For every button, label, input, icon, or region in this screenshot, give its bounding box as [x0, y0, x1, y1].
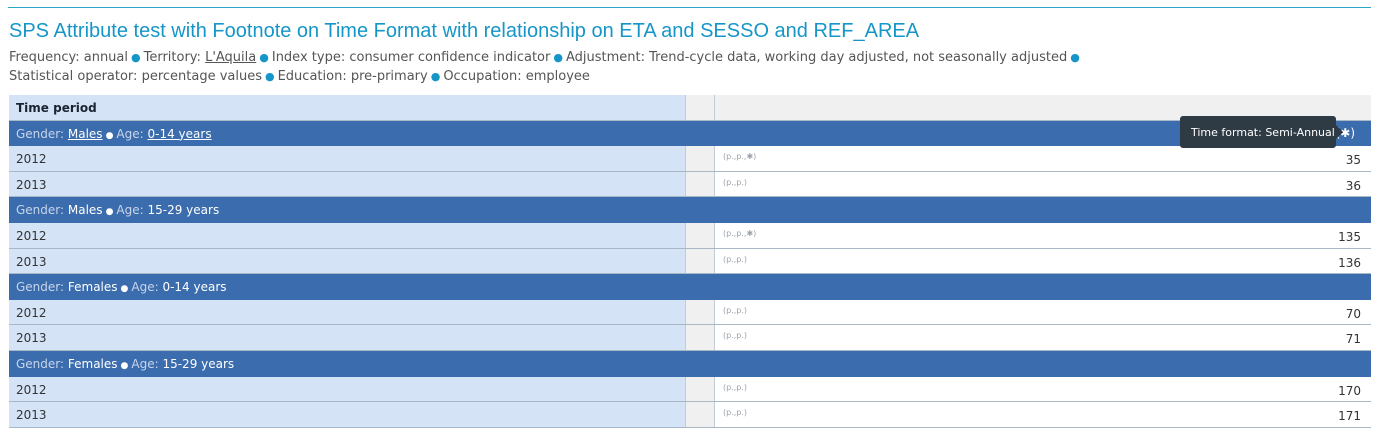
value-cell: (p.,p.) 36	[715, 172, 1371, 197]
group-header-row: Gender: Females ● Age: 15-29 years	[9, 351, 1371, 377]
adjustment-value: Trend-cycle data, working day adjusted, …	[649, 50, 1067, 65]
subtitle: Frequency: annual ● Territory: L'Aquila ● In…	[9, 48, 1369, 86]
flag-spacer-cell	[686, 402, 715, 427]
group-header-row: Gender: Males ● Age: 0-14 years (✱)	[9, 121, 1371, 147]
flag-spacer-cell	[686, 223, 715, 248]
year-cell: 2013	[9, 249, 686, 274]
flag-spacer-cell	[686, 146, 715, 171]
flag-spacer-cell	[686, 172, 715, 197]
separator-dot: ●	[553, 51, 563, 64]
year-cell: 2013	[9, 402, 686, 427]
age-value[interactable]: 0-14 years	[148, 127, 212, 141]
separator-dot: ●	[259, 51, 269, 64]
table-row: 2012 (p.,p.,✱) 135	[9, 223, 1371, 249]
group-label: Gender: Males ● Age: 0-14 years	[16, 127, 212, 141]
value-cell: (p.,p.) 170	[715, 377, 1371, 402]
table-row: 2013 (p.,p.) 71	[9, 325, 1371, 351]
value-cell: (p.,p.) 70	[715, 300, 1371, 325]
group-label: Gender: Males ● Age: 15-29 years	[16, 203, 219, 217]
year-cell: 2012	[9, 146, 686, 171]
territory-key: Territory:	[144, 50, 205, 65]
subtitle-line-1: Frequency: annual ● Territory: L'Aquila ● In…	[9, 48, 1369, 67]
page-title: SPS Attribute test with Footnote on Time…	[9, 20, 919, 43]
flag-spacer-cell	[686, 377, 715, 402]
age-value: 0-14 years	[162, 280, 226, 294]
gender-value: Females	[68, 280, 118, 294]
statistical-operator-value: percentage values	[142, 69, 262, 84]
value-cell: (p.,p.) 136	[715, 249, 1371, 274]
value: 135	[1338, 230, 1361, 244]
top-divider	[8, 7, 1371, 8]
value: 70	[1346, 307, 1361, 321]
data-table: Time period Gender: Males ● Age: 0-14 year…	[9, 95, 1371, 428]
value: 170	[1338, 384, 1361, 398]
table-row: 2013 (p.,p.) 36	[9, 172, 1371, 198]
attribute-flag[interactable]: (p.,p.,✱)	[723, 229, 756, 238]
value-cell: (p.,p.,✱) 35	[715, 146, 1371, 171]
gender-value: Females	[68, 357, 118, 371]
age-value: 15-29 years	[148, 203, 220, 217]
year-cell: 2012	[9, 300, 686, 325]
subtitle-line-2: Statistical operator: percentage values ●…	[9, 67, 1369, 86]
attribute-flag[interactable]: (p.,p.)	[723, 306, 747, 315]
year-cell: 2013	[9, 325, 686, 350]
separator-dot: ●	[431, 70, 441, 83]
table-row: 2012 (p.,p.) 170	[9, 377, 1371, 403]
separator-dot: ●	[131, 51, 141, 64]
table-row: 2012 (p.,p.) 70	[9, 300, 1371, 326]
gender-value[interactable]: Males	[68, 127, 103, 141]
flag-spacer-cell	[686, 325, 715, 350]
occupation-value: employee	[526, 69, 590, 84]
index-type-key: Index type:	[272, 50, 349, 65]
time-period-header: Time period	[9, 95, 686, 120]
value: 71	[1346, 332, 1361, 346]
index-type-value: consumer confidence indicator	[349, 50, 550, 65]
group-header-row: Gender: Males ● Age: 15-29 years	[9, 197, 1371, 223]
year-cell: 2012	[9, 377, 686, 402]
value: 136	[1338, 256, 1361, 270]
attribute-flag[interactable]: (p.,p.)	[723, 178, 747, 187]
value: 35	[1346, 153, 1361, 167]
value: 171	[1338, 409, 1361, 423]
education-value: pre-primary	[351, 69, 428, 84]
occupation-key: Occupation:	[443, 69, 525, 84]
age-value: 15-29 years	[162, 357, 234, 371]
frequency-key: Frequency:	[9, 50, 84, 65]
year-cell: 2012	[9, 223, 686, 248]
table-row: 2013 (p.,p.) 136	[9, 249, 1371, 275]
attribute-flag[interactable]: (p.,p.)	[723, 331, 747, 340]
attribute-flag[interactable]: (p.,p.)	[723, 408, 747, 417]
table-row: 2013 (p.,p.) 171	[9, 402, 1371, 428]
table-row: 2012 (p.,p.,✱) 35	[9, 146, 1371, 172]
adjustment-key: Adjustment:	[566, 50, 649, 65]
group-label: Gender: Females ● Age: 15-29 years	[16, 357, 234, 371]
attribute-flag[interactable]: (p.,p.)	[723, 383, 747, 392]
time-format-tooltip: Time format: Semi-Annual	[1180, 116, 1336, 148]
separator-dot: ●	[1070, 51, 1080, 64]
frequency-value: annual	[84, 50, 128, 65]
attribute-flag[interactable]: (p.,p.)	[723, 255, 747, 264]
value-cell: (p.,p.,✱) 135	[715, 223, 1371, 248]
value-cell: (p.,p.) 71	[715, 325, 1371, 350]
flag-spacer-cell	[686, 300, 715, 325]
education-key: Education:	[278, 69, 351, 84]
table-header-row: Time period	[9, 95, 1371, 121]
separator-dot: ●	[265, 70, 275, 83]
value: 36	[1346, 179, 1361, 193]
group-label: Gender: Females ● Age: 0-14 years	[16, 280, 227, 294]
value-cell: (p.,p.) 171	[715, 402, 1371, 427]
gender-value: Males	[68, 203, 103, 217]
flag-column-header	[686, 95, 715, 120]
attribute-flag[interactable]: (p.,p.,✱)	[723, 152, 756, 161]
group-header-row: Gender: Females ● Age: 0-14 years	[9, 274, 1371, 300]
year-cell: 2013	[9, 172, 686, 197]
territory-value[interactable]: L'Aquila	[205, 50, 256, 65]
statistical-operator-key: Statistical operator:	[9, 69, 142, 84]
flag-spacer-cell	[686, 249, 715, 274]
